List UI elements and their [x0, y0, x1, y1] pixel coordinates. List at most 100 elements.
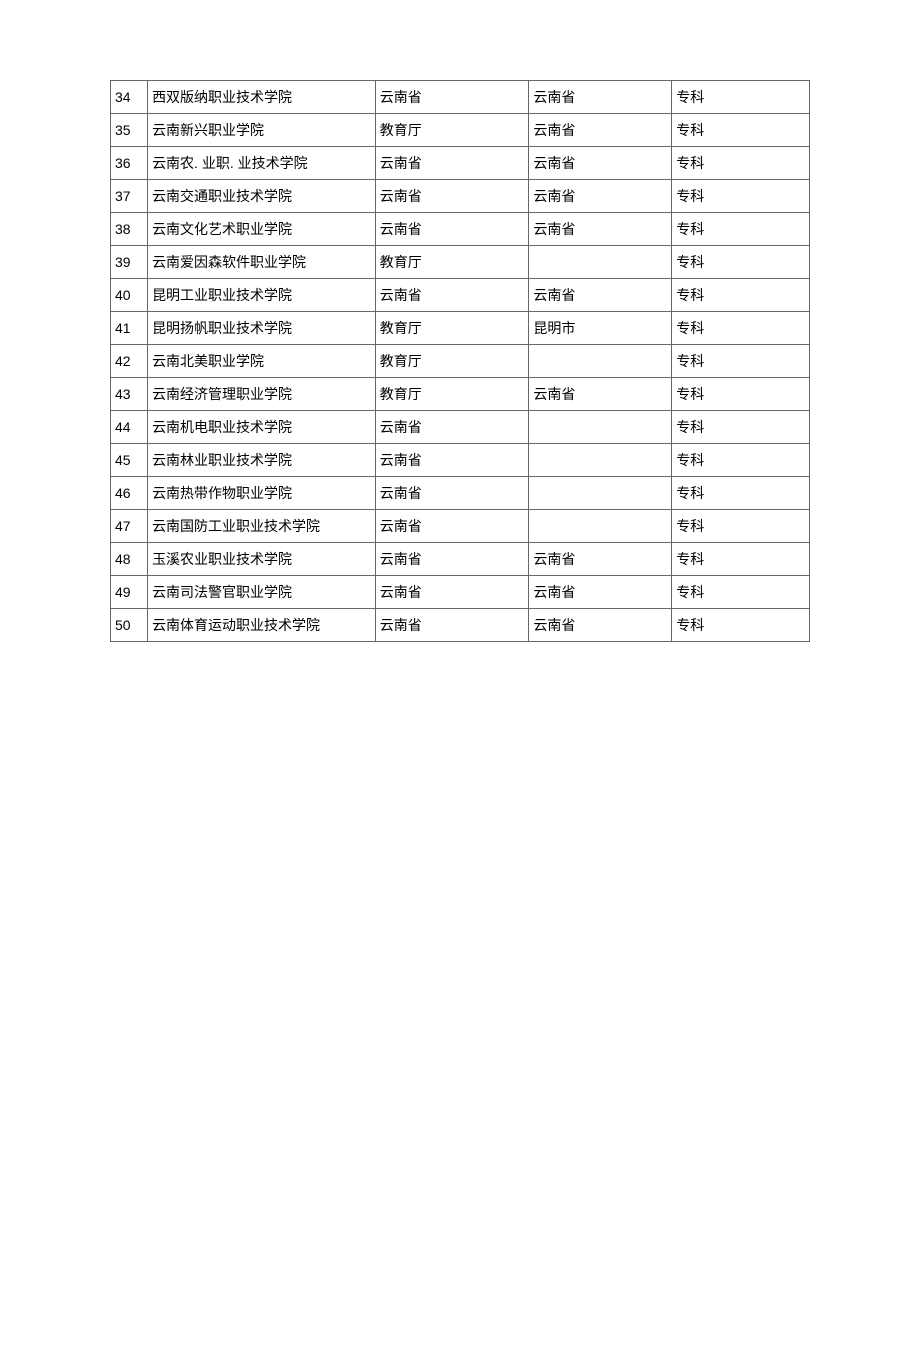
cell-num: 34 [111, 81, 148, 114]
schools-table: 34西双版纳职业技术学院云南省云南省专科35云南新兴职业学院教育厅云南省专科36… [110, 80, 810, 642]
cell-dept: 教育厅 [375, 378, 529, 411]
cell-region: 云南省 [529, 147, 672, 180]
cell-name: 云南北美职业学院 [148, 345, 376, 378]
cell-num: 46 [111, 477, 148, 510]
table-row: 47云南国防工业职业技术学院云南省 专科 [111, 510, 810, 543]
cell-level: 专科 [672, 312, 810, 345]
cell-name: 云南新兴职业学院 [148, 114, 376, 147]
cell-dept: 云南省 [375, 609, 529, 642]
table-body: 34西双版纳职业技术学院云南省云南省专科35云南新兴职业学院教育厅云南省专科36… [111, 81, 810, 642]
cell-level: 专科 [672, 81, 810, 114]
table-row: 38云南文化艺术职业学院云南省云南省专科 [111, 213, 810, 246]
cell-level: 专科 [672, 609, 810, 642]
cell-level: 专科 [672, 147, 810, 180]
table-row: 42云南北美职业学院教育厅 专科 [111, 345, 810, 378]
cell-num: 44 [111, 411, 148, 444]
cell-level: 专科 [672, 576, 810, 609]
cell-dept: 云南省 [375, 411, 529, 444]
cell-region: 云南省 [529, 543, 672, 576]
cell-level: 专科 [672, 477, 810, 510]
cell-dept: 云南省 [375, 576, 529, 609]
cell-name: 云南国防工业职业技术学院 [148, 510, 376, 543]
cell-region [529, 510, 672, 543]
cell-dept: 云南省 [375, 510, 529, 543]
cell-num: 37 [111, 180, 148, 213]
cell-region: 云南省 [529, 81, 672, 114]
table-row: 46云南热带作物职业学院云南省 专科 [111, 477, 810, 510]
cell-region: 昆明市 [529, 312, 672, 345]
cell-name: 西双版纳职业技术学院 [148, 81, 376, 114]
cell-region [529, 477, 672, 510]
cell-level: 专科 [672, 279, 810, 312]
cell-dept: 云南省 [375, 444, 529, 477]
cell-region: 云南省 [529, 213, 672, 246]
cell-dept: 云南省 [375, 213, 529, 246]
table-row: 39云南爱因森软件职业学院教育厅 专科 [111, 246, 810, 279]
cell-level: 专科 [672, 213, 810, 246]
cell-name: 云南林业职业技术学院 [148, 444, 376, 477]
cell-region [529, 345, 672, 378]
cell-num: 39 [111, 246, 148, 279]
table-row: 49云南司法警官职业学院云南省云南省专科 [111, 576, 810, 609]
cell-region [529, 411, 672, 444]
cell-name: 云南司法警官职业学院 [148, 576, 376, 609]
cell-name: 云南体育运动职业技术学院 [148, 609, 376, 642]
table-row: 40昆明工业职业技术学院云南省云南省专科 [111, 279, 810, 312]
cell-level: 专科 [672, 378, 810, 411]
cell-num: 47 [111, 510, 148, 543]
table-row: 36云南农. 业职. 业技术学院云南省云南省专科 [111, 147, 810, 180]
cell-level: 专科 [672, 114, 810, 147]
cell-level: 专科 [672, 444, 810, 477]
cell-num: 42 [111, 345, 148, 378]
cell-name: 云南交通职业技术学院 [148, 180, 376, 213]
cell-name: 玉溪农业职业技术学院 [148, 543, 376, 576]
cell-name: 云南爱因森软件职业学院 [148, 246, 376, 279]
cell-name: 云南文化艺术职业学院 [148, 213, 376, 246]
cell-region: 云南省 [529, 114, 672, 147]
cell-region: 云南省 [529, 576, 672, 609]
cell-region [529, 444, 672, 477]
cell-region [529, 246, 672, 279]
cell-level: 专科 [672, 345, 810, 378]
cell-level: 专科 [672, 543, 810, 576]
cell-dept: 云南省 [375, 543, 529, 576]
cell-level: 专科 [672, 180, 810, 213]
cell-name: 云南经济管理职业学院 [148, 378, 376, 411]
table-row: 48玉溪农业职业技术学院云南省云南省专科 [111, 543, 810, 576]
cell-num: 36 [111, 147, 148, 180]
cell-num: 43 [111, 378, 148, 411]
cell-name: 云南机电职业技术学院 [148, 411, 376, 444]
cell-num: 49 [111, 576, 148, 609]
cell-num: 45 [111, 444, 148, 477]
table-row: 34西双版纳职业技术学院云南省云南省专科 [111, 81, 810, 114]
cell-dept: 教育厅 [375, 246, 529, 279]
cell-name: 云南农. 业职. 业技术学院 [148, 147, 376, 180]
cell-dept: 云南省 [375, 477, 529, 510]
cell-num: 38 [111, 213, 148, 246]
table-row: 37云南交通职业技术学院云南省云南省专科 [111, 180, 810, 213]
table-row: 45云南林业职业技术学院云南省 专科 [111, 444, 810, 477]
cell-name: 昆明工业职业技术学院 [148, 279, 376, 312]
cell-num: 48 [111, 543, 148, 576]
cell-region: 云南省 [529, 279, 672, 312]
cell-name: 云南热带作物职业学院 [148, 477, 376, 510]
cell-dept: 教育厅 [375, 312, 529, 345]
table-row: 35云南新兴职业学院教育厅云南省专科 [111, 114, 810, 147]
cell-region: 云南省 [529, 378, 672, 411]
table-row: 50云南体育运动职业技术学院云南省云南省专科 [111, 609, 810, 642]
table-row: 44云南机电职业技术学院云南省 专科 [111, 411, 810, 444]
table-row: 41昆明扬帆职业技术学院教育厅昆明市专科 [111, 312, 810, 345]
cell-dept: 云南省 [375, 147, 529, 180]
cell-level: 专科 [672, 246, 810, 279]
cell-region: 云南省 [529, 180, 672, 213]
table-row: 43云南经济管理职业学院教育厅云南省专科 [111, 378, 810, 411]
cell-dept: 云南省 [375, 180, 529, 213]
cell-region: 云南省 [529, 609, 672, 642]
cell-name: 昆明扬帆职业技术学院 [148, 312, 376, 345]
cell-num: 35 [111, 114, 148, 147]
cell-level: 专科 [672, 510, 810, 543]
cell-dept: 教育厅 [375, 345, 529, 378]
cell-level: 专科 [672, 411, 810, 444]
cell-num: 50 [111, 609, 148, 642]
cell-num: 40 [111, 279, 148, 312]
